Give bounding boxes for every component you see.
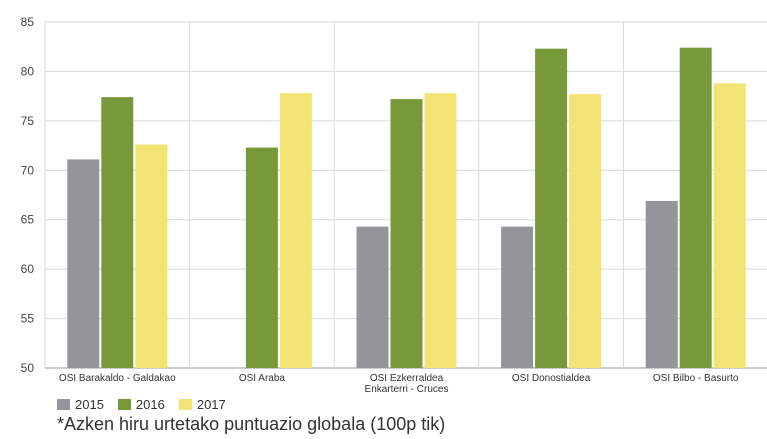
bar-2015-2 (356, 226, 389, 368)
y-tick-label-60: 60 (21, 262, 35, 276)
x-category-label-0: OSI Barakaldo - Galdakao (59, 373, 176, 384)
x-category-label-line: Enkarterri - Cruces (365, 384, 449, 395)
legend-label-2016: 2016 (135, 397, 165, 412)
bar-2016-0 (101, 97, 134, 368)
x-category-label-4: OSI Bilbo - Basurto (653, 373, 739, 384)
bar-2017-3 (569, 94, 602, 368)
x-category-label-2: OSI Ezkerraldea Enkarterri - Cruces (365, 373, 449, 395)
bar-2015-4 (645, 200, 678, 368)
chart-footnote: *Azken hiru urtetako puntuazio globala (… (57, 414, 446, 434)
y-axis-tick-labels: 50 55 60 65 70 75 80 85 (21, 15, 35, 375)
bar-2017-4 (713, 83, 746, 368)
y-tick-label-80: 80 (21, 64, 35, 78)
bar-2016-3 (535, 48, 568, 368)
bar-2017-1 (279, 93, 312, 369)
bar-2016-4 (679, 47, 712, 369)
bars (67, 47, 746, 369)
y-tick-label-55: 55 (21, 312, 35, 326)
y-tick-label-85: 85 (21, 15, 35, 29)
legend-swatch-2017 (178, 399, 192, 410)
y-tick-label-70: 70 (21, 163, 35, 177)
legend-item-2017: 2017 (178, 397, 226, 412)
x-axis-category-labels: OSI Barakaldo - Galdakao OSI Araba OSI Ezk… (59, 373, 739, 395)
x-category-label-1: OSI Araba (239, 373, 286, 384)
bar-2017-0 (135, 144, 168, 368)
bar-2016-1 (245, 147, 278, 368)
legend-label-2015: 2015 (75, 397, 104, 412)
legend-label-2017: 2017 (196, 397, 226, 412)
x-category-label-3: OSI Donostialdea (512, 373, 591, 384)
bar-2017-2 (424, 93, 457, 369)
x-category-label-line: OSI Araba (239, 373, 286, 384)
bar-2015-3 (501, 226, 534, 368)
y-tick-label-75: 75 (21, 114, 35, 128)
legend-item-2015: 2015 (57, 397, 104, 412)
bar-2015-0 (67, 159, 100, 368)
chart-legend: 2015 2016 2017 (57, 397, 232, 412)
legend-item-2016: 2016 (117, 397, 165, 412)
x-category-label-line: OSI Donostialdea (512, 373, 591, 384)
x-category-label-line: OSI Ezkerraldea (370, 373, 444, 384)
y-tick-label-65: 65 (21, 213, 35, 227)
x-category-label-line: OSI Bilbo - Basurto (653, 373, 739, 384)
bar-chart: 50 55 60 65 70 75 80 85 OSI Barakaldo - Galdaka… (21, 15, 767, 395)
legend-swatch-2015 (57, 399, 70, 410)
legend-swatch-2016 (117, 399, 131, 410)
x-category-label-line: OSI Barakaldo - Galdakao (59, 373, 176, 384)
y-tick-label-50: 50 (21, 361, 35, 375)
bar-2016-2 (390, 99, 423, 368)
